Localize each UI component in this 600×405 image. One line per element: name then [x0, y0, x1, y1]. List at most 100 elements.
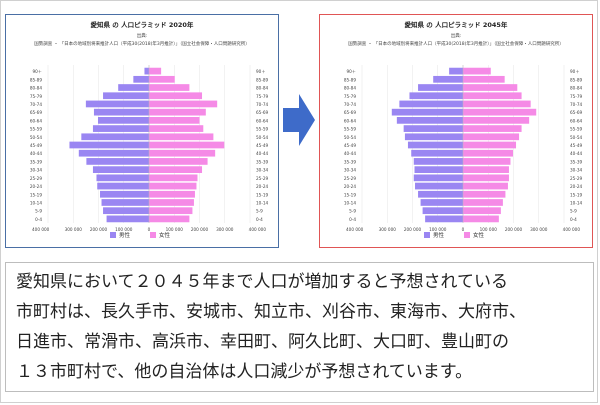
female-bar-2045-10-14: [463, 199, 503, 206]
female-bar-2020-5-9: [149, 207, 193, 215]
source-label: 出典:: [451, 32, 462, 39]
age-label-left: 10-14: [30, 200, 43, 205]
legend-swatch-male: [424, 232, 430, 238]
age-label-left: 55-59: [344, 127, 357, 132]
female-bar-2045-65-69: [463, 108, 537, 116]
male-bar-2045-90＋: [449, 67, 463, 75]
female-bar-2045-15-19: [463, 190, 506, 198]
female-bar-2045-20-24: [463, 182, 508, 190]
age-label-left: 55-59: [30, 127, 43, 132]
age-label-left: 40-44: [344, 151, 357, 156]
age-label-right: 35-39: [256, 159, 269, 164]
male-bar-2020-40-44: [78, 149, 149, 157]
female-bar-2020-25-29: [149, 174, 198, 182]
age-label-right: 50-54: [256, 135, 269, 140]
age-label-left: 35-39: [30, 159, 43, 164]
age-label-right: 90＋: [256, 69, 266, 74]
male-bar-2020-55-59: [92, 125, 149, 132]
caption-line-4: １３市町村で、他の自治体は人口減少が予想されています。: [16, 362, 473, 382]
male-bar-2020-25-29: [96, 174, 149, 182]
female-bar-2045-40-44: [463, 149, 513, 157]
male-bar-2020-10-14: [101, 199, 149, 206]
male-bar-2020-85-89: [133, 75, 149, 83]
age-label-right: 35-39: [570, 159, 583, 164]
source-text: 国勢調査 ・ 「日本の地域別将来推計人口（平成30(2018)年3月推計）」（国…: [34, 40, 249, 47]
age-label-right: 25-29: [570, 176, 583, 181]
age-label-left: 20-24: [30, 184, 43, 189]
x-tick-label: 300 000: [530, 227, 548, 232]
age-label-left: 60-64: [30, 118, 43, 123]
age-label-left: 90＋: [32, 69, 42, 74]
age-label-left: 85-89: [344, 77, 357, 82]
age-label-left: 0-4: [35, 217, 42, 222]
male-bar-2045-45-49: [407, 141, 463, 149]
age-label-left: 45-49: [30, 143, 43, 148]
male-bar-2020-30-34: [92, 166, 149, 173]
age-label-left: 30-34: [30, 168, 43, 173]
age-label-right: 30-34: [570, 168, 583, 173]
age-label-left: 25-29: [344, 176, 357, 181]
age-label-left: 5-9: [349, 209, 356, 214]
age-label-right: 90＋: [570, 69, 580, 74]
male-bar-2045-10-14: [420, 199, 463, 206]
male-bar-2020-45-49: [69, 141, 149, 149]
age-label-right: 75-79: [256, 94, 269, 99]
x-tick-label: 200 000: [505, 227, 523, 232]
female-bar-2045-45-49: [463, 141, 517, 149]
female-bar-2045-0-4: [463, 215, 499, 223]
age-label-right: 60-64: [256, 118, 269, 123]
female-bar-2020-45-49: [149, 141, 225, 149]
male-bar-2045-75-79: [409, 92, 463, 100]
caption-line-3: 日進市、常滑市、高浜市、幸田町、阿久比町、大口町、豊山町の: [16, 332, 509, 352]
female-bar-2020-50-54: [149, 133, 214, 141]
caption-line-1: 愛知県において２０４５年まで人口が増加すると予想されている: [16, 272, 508, 292]
age-label-left: 70-74: [30, 102, 43, 107]
age-label-right: 85-89: [570, 77, 583, 82]
age-label-right: 0-4: [256, 217, 263, 222]
female-bar-2020-10-14: [149, 199, 194, 206]
age-label-right: 55-59: [570, 127, 583, 132]
x-tick-label: 0: [148, 227, 151, 232]
x-tick-label: 300 000: [379, 227, 397, 232]
male-bar-2020-50-54: [81, 133, 149, 141]
age-label-right: 20-24: [570, 184, 583, 189]
x-tick-label: 0: [462, 227, 465, 232]
male-bar-2045-60-64: [396, 117, 463, 124]
male-bar-2020-15-19: [100, 190, 149, 198]
legend-swatch-female: [464, 232, 470, 238]
female-bar-2020-0-4: [149, 215, 190, 223]
female-bar-2020-60-64: [149, 117, 200, 124]
age-label-right: 15-19: [570, 192, 583, 197]
age-label-left: 0-4: [349, 217, 356, 222]
chart-title: 愛知県 の 人口ピラミッド 2045年: [405, 20, 508, 29]
age-label-left: 15-19: [30, 192, 43, 197]
age-label-left: 50-54: [30, 135, 43, 140]
age-label-right: 25-29: [256, 176, 269, 181]
male-bar-2045-80-84: [418, 84, 463, 91]
age-label-right: 40-44: [570, 151, 583, 156]
age-label-left: 60-64: [344, 118, 357, 123]
age-label-right: 65-69: [570, 110, 583, 115]
age-label-right: 5-9: [570, 209, 577, 214]
male-bar-2045-85-89: [433, 75, 463, 83]
male-bar-2020-5-9: [103, 207, 149, 215]
legend-swatch-female: [150, 232, 156, 238]
female-bar-2045-70-74: [463, 100, 531, 108]
age-label-right: 20-24: [256, 184, 269, 189]
source-text: 国勢調査 ・ 「日本の地域別将来推計人口（平成30(2018)年3月推計）」（国…: [348, 40, 563, 47]
pyramid-panel-2045: 愛知県 の 人口ピラミッド 2045年 出典: 国勢調査 ・ 「日本の地域別将来推計…: [319, 14, 593, 248]
legend-swatch-male: [110, 232, 116, 238]
male-bar-2045-55-59: [403, 125, 463, 132]
age-label-left: 30-34: [344, 168, 357, 173]
male-bar-2020-60-64: [97, 117, 149, 124]
legend-label-male: 男性: [119, 231, 131, 239]
male-bar-2020-65-69: [93, 108, 149, 116]
age-label-right: 0-4: [570, 217, 577, 222]
x-tick-label: 200 000: [191, 227, 209, 232]
age-label-right: 80-84: [570, 86, 583, 91]
female-bar-2020-90＋: [149, 67, 162, 75]
age-label-right: 80-84: [256, 86, 269, 91]
x-tick-label: 200 000: [90, 227, 108, 232]
